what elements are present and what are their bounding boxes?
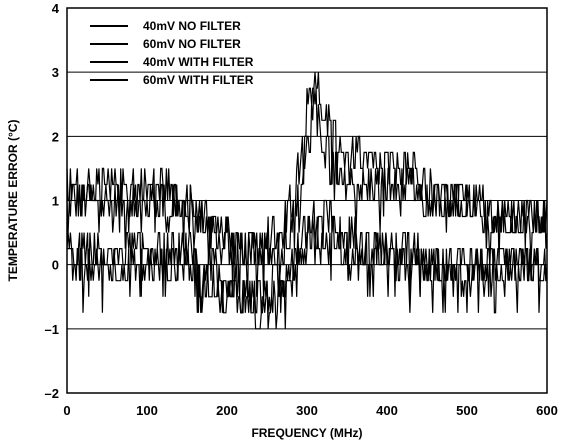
series-line (67, 215, 548, 314)
legend-label: 60mV WITH FILTER (143, 73, 254, 87)
y-tick-label: 2 (52, 129, 59, 144)
x-tick-labels: 0 100 200 300 400 500 600 (63, 403, 557, 418)
legend: 40mV NO FILTER 60mV NO FILTER 40mV WITH FI… (90, 19, 254, 87)
x-tick-label: 500 (456, 403, 478, 418)
y-tick-label: 3 (52, 65, 59, 80)
series-line (66, 72, 548, 297)
x-tick-label: 400 (376, 403, 398, 418)
y-tick-label: 1 (52, 194, 59, 209)
series-layer (66, 72, 548, 330)
x-axis-title: FREQUENCY (MHz) (251, 426, 362, 440)
x-tick-label: 300 (296, 403, 318, 418)
legend-label: 40mV NO FILTER (143, 19, 241, 33)
y-tick-label: 4 (52, 1, 60, 16)
x-tick-label: 200 (216, 403, 238, 418)
y-tick-label: 0 (52, 258, 59, 273)
plot-frame (66, 7, 548, 394)
y-tick-label: –1 (45, 322, 59, 337)
y-axis-title: TEMPERATURE ERROR (°C) (6, 120, 20, 282)
x-tick-label: 0 (63, 403, 70, 418)
x-tick-label: 600 (536, 403, 558, 418)
y-tick-label: –2 (45, 386, 59, 401)
y-tick-labels: –2 –1 0 1 2 3 4 (45, 1, 60, 401)
legend-label: 40mV WITH FILTER (143, 55, 254, 69)
x-tick-label: 100 (136, 403, 158, 418)
series-line (66, 199, 547, 330)
legend-label: 60mV NO FILTER (143, 37, 241, 51)
